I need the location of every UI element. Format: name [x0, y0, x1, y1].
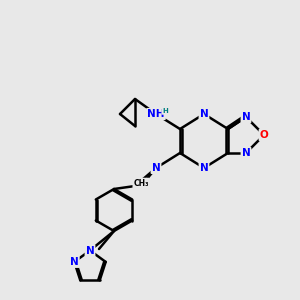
- Text: N: N: [242, 112, 250, 122]
- Text: N: N: [85, 245, 94, 256]
- Text: O: O: [260, 130, 268, 140]
- Text: N: N: [70, 257, 79, 267]
- Text: N: N: [200, 109, 208, 119]
- Text: CH₃: CH₃: [133, 178, 149, 188]
- Text: N: N: [242, 148, 250, 158]
- Text: N: N: [200, 163, 208, 173]
- Text: N: N: [152, 163, 160, 173]
- Text: H: H: [162, 108, 168, 114]
- Text: NH: NH: [147, 109, 165, 119]
